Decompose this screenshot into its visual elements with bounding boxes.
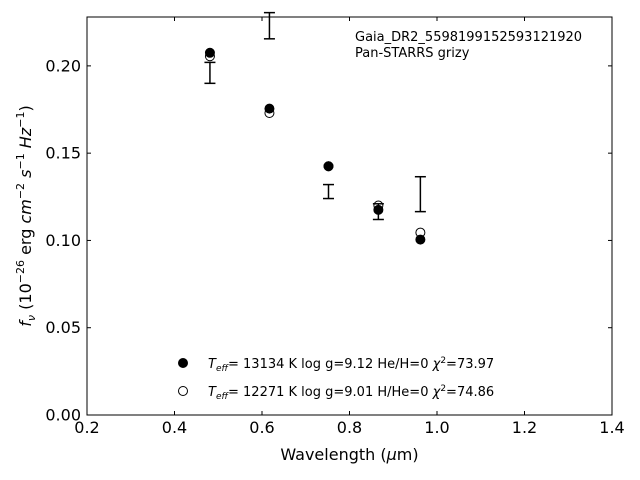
survey-label: Pan-STARRS grizy xyxy=(355,46,470,61)
observed-point-4 xyxy=(414,175,426,213)
legend-entry-1: Teff= 13134 K log g=9.12 He/H=0 χ2=73.97 xyxy=(208,356,494,374)
legend-entry-2: Teff= 12271 K log g=9.01 H/He=0 χ2=74.86 xyxy=(208,384,494,402)
legend-marker-open xyxy=(178,386,188,396)
x-tick-label-4: 1.0 xyxy=(424,418,449,437)
x-tick-label-3: 0.8 xyxy=(337,418,362,437)
x-tick-label-1: 0.4 xyxy=(162,418,187,437)
y-tick-label-3: 0.15 xyxy=(45,144,81,163)
legend: Teff= 13134 K log g=9.12 He/H=0 χ2=73.97… xyxy=(178,356,494,402)
model-points xyxy=(204,47,426,245)
tick-layer: 0.2 0.4 0.6 0.8 1.0 1.2 1.4 0.00 0.05 0.10 0.15 0.2… xyxy=(45,17,625,437)
object-name-label: Gaia_DR2_5598199152593121920 xyxy=(355,30,582,45)
observed-point-1 xyxy=(263,11,275,40)
legend-marker-filled xyxy=(178,358,188,368)
y-tick-label-4: 0.20 xyxy=(45,56,81,75)
x-axis-label: Wavelength (μm) xyxy=(280,445,418,464)
y-axis-label: fν (10−26 erg cm−2 s−1 Hz−1) xyxy=(14,105,38,326)
model-open-point-1 xyxy=(264,108,275,119)
observed-point-0 xyxy=(204,61,216,85)
x-tick-label-5: 1.2 xyxy=(512,418,537,437)
model-open-point-4 xyxy=(415,227,426,238)
model-open-point-0 xyxy=(204,51,215,62)
x-tick-label-2: 0.6 xyxy=(249,418,274,437)
y-tick-label-1: 0.05 xyxy=(45,318,81,337)
model-filled-point-0 xyxy=(204,47,215,58)
model-open-point-2 xyxy=(323,161,334,172)
y-tick-label-0: 0.00 xyxy=(45,406,81,425)
x-tick-label-0: 0.2 xyxy=(74,418,99,437)
x-tick-label-6: 1.4 xyxy=(599,418,624,437)
plot-frame xyxy=(86,16,613,416)
observed-errorbars xyxy=(204,11,426,221)
observed-point-2 xyxy=(323,183,334,200)
model-open-point-3 xyxy=(373,200,384,211)
model-filled-point-4 xyxy=(415,234,426,245)
y-tick-label-2: 0.10 xyxy=(45,231,81,250)
